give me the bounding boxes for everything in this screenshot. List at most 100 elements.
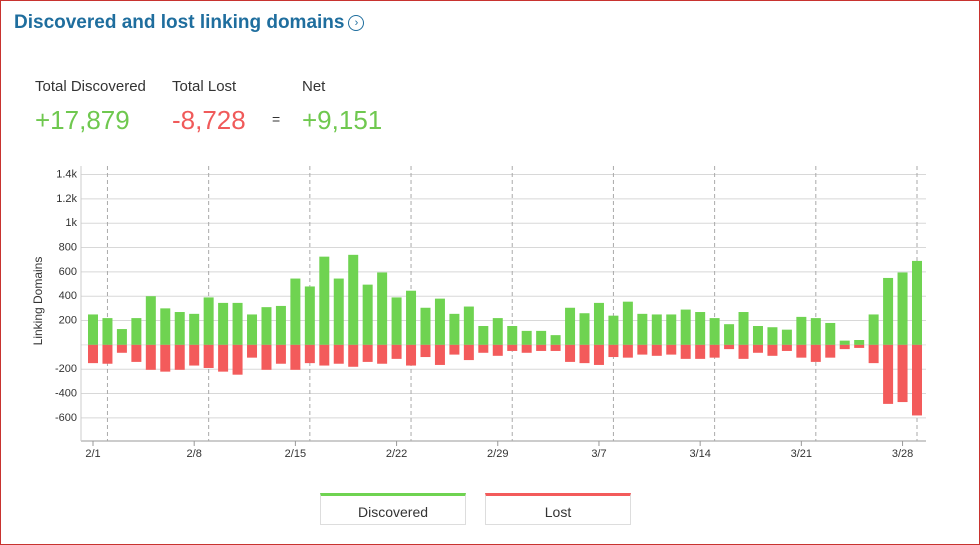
bar bbox=[102, 344, 113, 364]
bar bbox=[608, 315, 619, 345]
bar bbox=[333, 344, 344, 364]
bar bbox=[247, 314, 258, 345]
y-tick-label: 1.4k bbox=[56, 168, 77, 180]
x-tick-label: 3/7 bbox=[591, 448, 606, 460]
bar bbox=[420, 307, 431, 345]
y-axis-label: Linking Domains bbox=[31, 257, 45, 346]
bar bbox=[521, 344, 532, 353]
bar bbox=[406, 344, 417, 366]
bar bbox=[854, 344, 865, 348]
bar bbox=[290, 278, 301, 345]
bar bbox=[637, 344, 648, 355]
bar bbox=[348, 254, 359, 345]
bar bbox=[102, 318, 113, 345]
bar bbox=[189, 344, 200, 366]
stat-value: +17,879 bbox=[35, 105, 130, 135]
bar bbox=[218, 302, 229, 345]
bar bbox=[724, 324, 735, 345]
bar bbox=[781, 329, 792, 345]
bar bbox=[579, 344, 590, 364]
bar bbox=[261, 344, 272, 370]
info-icon[interactable]: › bbox=[348, 15, 365, 31]
bar bbox=[637, 313, 648, 345]
x-tick-label: 3/28 bbox=[892, 448, 913, 460]
bar bbox=[579, 313, 590, 345]
bar bbox=[796, 344, 807, 358]
bar bbox=[88, 344, 98, 364]
bar bbox=[781, 344, 792, 351]
bar bbox=[478, 344, 489, 353]
bar bbox=[232, 344, 243, 375]
bar bbox=[406, 290, 417, 345]
bar bbox=[810, 318, 821, 345]
legend-item[interactable]: Discovered bbox=[320, 493, 466, 525]
y-tick-label: 400 bbox=[59, 290, 77, 302]
bar bbox=[897, 344, 908, 403]
bar bbox=[724, 344, 735, 350]
bar bbox=[377, 344, 388, 364]
bar bbox=[565, 344, 576, 362]
bar bbox=[377, 272, 388, 345]
bar bbox=[362, 284, 373, 345]
bar bbox=[622, 344, 633, 358]
bar bbox=[174, 344, 185, 370]
stat-label: Total Discovered bbox=[35, 78, 146, 95]
chart: Linking Domains 1.4k 1.2k 1k 800 600 400 200 -2… bbox=[31, 166, 926, 460]
bar bbox=[752, 326, 763, 345]
bar bbox=[348, 344, 359, 367]
bar bbox=[174, 312, 185, 345]
bar bbox=[203, 297, 214, 345]
bar bbox=[752, 344, 763, 353]
bar bbox=[391, 297, 402, 345]
bar bbox=[897, 272, 908, 345]
bar bbox=[203, 344, 214, 368]
bar bbox=[622, 301, 633, 345]
bar bbox=[247, 344, 258, 358]
bar bbox=[362, 344, 373, 362]
bar bbox=[912, 260, 922, 345]
stat: Total Lost -8,728 bbox=[172, 78, 246, 136]
bar bbox=[434, 344, 445, 365]
title: Discovered and lost linking domains bbox=[14, 12, 345, 33]
x-tick-label: 2/29 bbox=[487, 448, 508, 460]
bar bbox=[854, 340, 865, 345]
bar bbox=[304, 286, 315, 345]
bar bbox=[449, 313, 460, 345]
x-tick-label: 3/14 bbox=[689, 448, 710, 460]
bar bbox=[709, 318, 720, 345]
y-tick-label: 800 bbox=[59, 241, 77, 253]
bar bbox=[536, 344, 547, 351]
y-tick-label: -400 bbox=[55, 387, 77, 399]
bar bbox=[810, 344, 821, 362]
y-tick-label: 600 bbox=[59, 266, 77, 278]
y-tick-label: 1.2k bbox=[56, 193, 77, 205]
bar bbox=[145, 296, 156, 345]
bar bbox=[565, 307, 576, 345]
bar bbox=[767, 344, 778, 356]
bar bbox=[116, 344, 127, 353]
bar bbox=[839, 344, 850, 350]
bar bbox=[160, 344, 171, 372]
legend-item[interactable]: Lost bbox=[485, 493, 631, 525]
bar bbox=[145, 344, 156, 370]
bar bbox=[883, 277, 894, 345]
bar bbox=[290, 344, 301, 370]
bar bbox=[275, 344, 286, 364]
bar bbox=[536, 330, 547, 345]
bar bbox=[550, 344, 561, 351]
bar bbox=[666, 344, 677, 355]
bar bbox=[912, 344, 922, 416]
bar bbox=[218, 344, 229, 372]
stat: Total Discovered +17,879 bbox=[35, 78, 146, 136]
bar bbox=[189, 313, 200, 345]
bar bbox=[131, 344, 142, 362]
bar bbox=[391, 344, 402, 359]
y-tick-label: 200 bbox=[59, 314, 77, 326]
stat-value: -8,728 bbox=[172, 105, 246, 135]
bar bbox=[319, 344, 330, 366]
bar bbox=[131, 318, 142, 345]
bar bbox=[680, 344, 691, 359]
title-row: Discovered and lost linking domains › bbox=[14, 12, 365, 34]
bar bbox=[593, 344, 604, 365]
bar bbox=[709, 344, 720, 358]
